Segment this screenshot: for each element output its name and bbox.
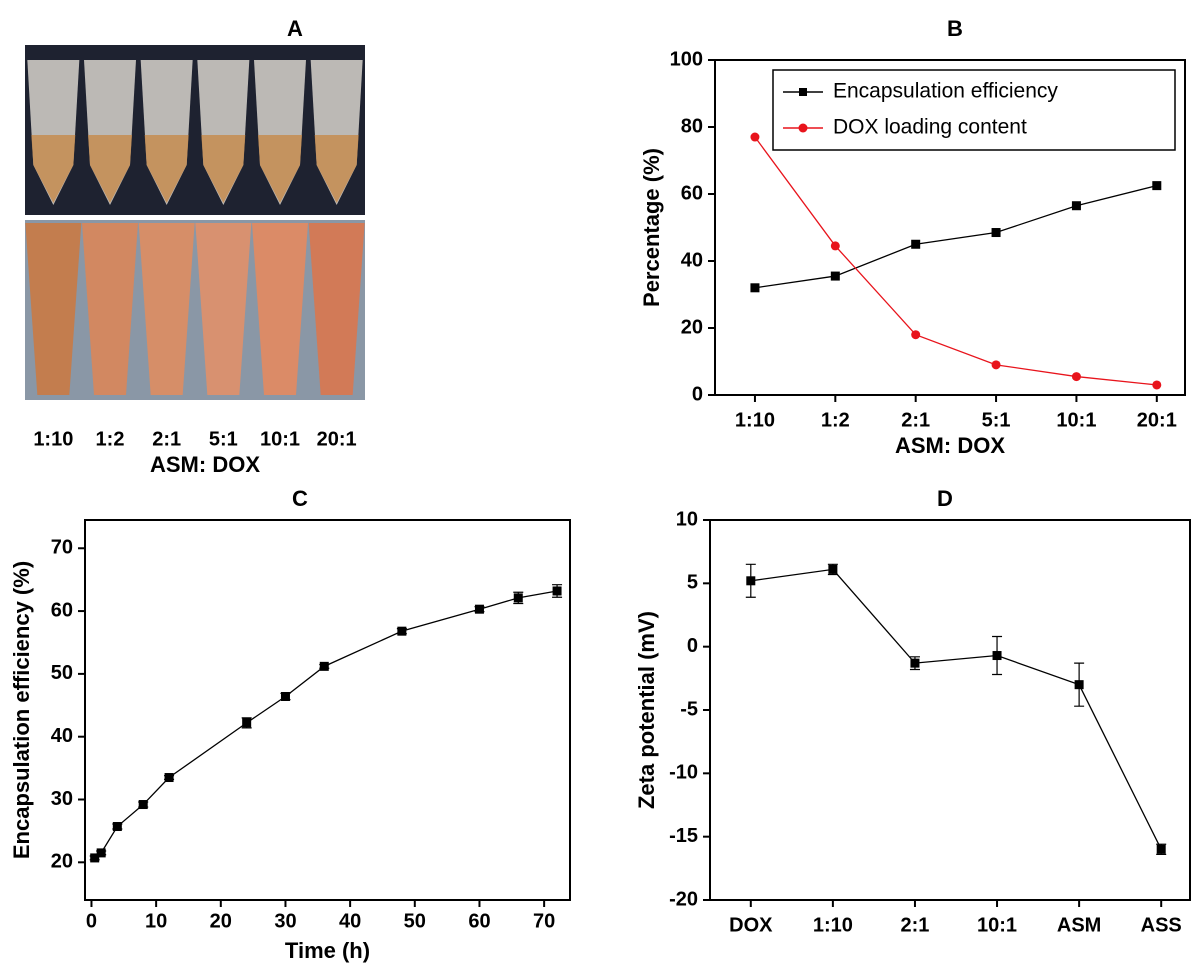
panel-title: C (292, 486, 308, 511)
y-tick-label: -15 (669, 825, 698, 847)
y-tick-label: -10 (669, 762, 698, 784)
point (1152, 380, 1161, 389)
x-tick-label: 10 (145, 910, 167, 932)
point (746, 576, 755, 585)
x-axis-label: Time (h) (285, 938, 370, 963)
figure: A 1:10 1:2 2:1 5:1 10:1 20:1 ASM: DOX B 1:10 1:2 2:… (0, 0, 1201, 967)
y-tick-label: 30 (51, 788, 73, 810)
point (1072, 372, 1081, 381)
y-tick-label: 50 (51, 662, 73, 684)
x-tick-label: 10:1 (1056, 409, 1096, 431)
point (281, 692, 290, 701)
x-axis-label: ASM: DOX (895, 433, 1005, 458)
point (911, 330, 920, 339)
panel-title: A (287, 16, 303, 41)
point (113, 822, 122, 831)
x-tick-label: 5:1 (209, 428, 238, 450)
panel-title: B (947, 16, 963, 41)
x-tick-label: 1:2 (821, 409, 850, 431)
x-tick-label: 2:1 (152, 428, 181, 450)
x-tick-label: 20:1 (317, 428, 357, 450)
x-tick-label: 40 (339, 910, 361, 932)
panel-title: D (937, 486, 953, 511)
point (97, 848, 106, 857)
y-tick-label: 60 (681, 182, 703, 204)
x-tick-label: 20 (210, 910, 232, 932)
point (750, 133, 759, 142)
point (1157, 845, 1166, 854)
point (139, 800, 148, 809)
x-tick-label: 70 (533, 910, 555, 932)
series-line (755, 186, 1157, 288)
y-tick-label: 0 (692, 383, 703, 405)
x-tick-label: 5:1 (982, 409, 1011, 431)
series-line (751, 569, 1161, 849)
x-tick-label: ASM (1057, 914, 1101, 936)
legend-label: DOX loading content (833, 116, 1027, 139)
x-tick-label: 1:2 (96, 428, 125, 450)
point (831, 241, 840, 250)
point (553, 586, 562, 595)
legend-marker (799, 124, 808, 133)
x-tick-label: 30 (274, 910, 296, 932)
point (320, 662, 329, 671)
point (993, 651, 1002, 660)
page: {"chart_data":[ {"type":"photo","title":… (0, 0, 1201, 972)
series-line (95, 591, 557, 858)
point (828, 565, 837, 574)
y-tick-label: -5 (680, 698, 698, 720)
y-axis-label: Zeta potential (mV) (634, 611, 659, 809)
x-tick-label: 10:1 (260, 428, 300, 450)
point (165, 773, 174, 782)
point (514, 593, 523, 602)
x-axis-label: ASM: DOX (150, 452, 260, 477)
x-tick-label: 10:1 (977, 914, 1017, 936)
point (992, 228, 1001, 237)
plot-frame (85, 520, 570, 900)
y-tick-label: 80 (681, 115, 703, 137)
x-tick-label: ASS (1141, 914, 1182, 936)
point (397, 627, 406, 636)
y-tick-label: 0 (687, 635, 698, 657)
y-tick-label: 60 (51, 599, 73, 621)
point (1075, 680, 1084, 689)
y-tick-label: 20 (51, 851, 73, 873)
y-tick-label: 5 (687, 572, 698, 594)
point (750, 283, 759, 292)
point (911, 240, 920, 249)
y-tick-label: 40 (51, 725, 73, 747)
x-tick-label: DOX (729, 914, 773, 936)
y-axis-label: Encapsulation efficiency (%) (9, 561, 34, 859)
x-tick-label: 1:10 (33, 428, 73, 450)
y-tick-label: 100 (670, 48, 703, 70)
point (475, 605, 484, 614)
x-tick-label: 2:1 (901, 409, 930, 431)
point (831, 272, 840, 281)
y-tick-label: 70 (51, 537, 73, 559)
point (910, 659, 919, 668)
y-tick-label: 20 (681, 316, 703, 338)
x-tick-label: 20:1 (1137, 409, 1177, 431)
x-tick-label: 50 (404, 910, 426, 932)
y-tick-label: 10 (676, 508, 698, 530)
legend-label: Encapsulation efficiency (833, 80, 1058, 103)
series-line (755, 137, 1157, 385)
y-tick-label: 40 (681, 249, 703, 271)
point (242, 718, 251, 727)
point (1152, 181, 1161, 190)
x-tick-label: 2:1 (901, 914, 930, 936)
y-axis-label: Percentage (%) (639, 148, 664, 307)
legend-marker (799, 88, 807, 96)
y-tick-label: -20 (669, 888, 698, 910)
x-tick-label: 60 (468, 910, 490, 932)
point (1072, 201, 1081, 210)
point (992, 360, 1001, 369)
x-tick-label: 0 (86, 910, 97, 932)
x-tick-label: 1:10 (813, 914, 853, 936)
x-tick-label: 1:10 (735, 409, 775, 431)
